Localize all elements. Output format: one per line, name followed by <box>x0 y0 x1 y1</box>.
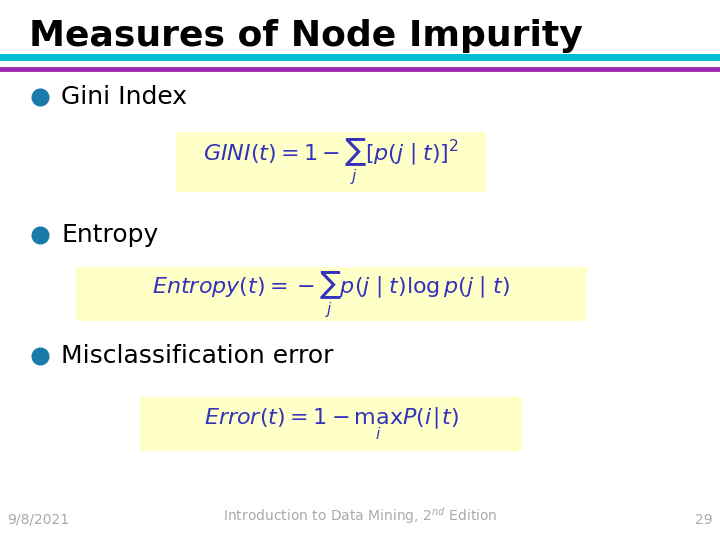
Text: $GINI(t) = 1 - \sum_j [p(j \mid t)]^2$: $GINI(t) = 1 - \sum_j [p(j \mid t)]^2$ <box>203 137 459 187</box>
FancyBboxPatch shape <box>176 132 486 192</box>
Text: Misclassification error: Misclassification error <box>61 345 333 368</box>
Text: Entropy: Entropy <box>61 223 158 247</box>
Text: Measures of Node Impurity: Measures of Node Impurity <box>29 19 582 53</box>
Text: 29: 29 <box>696 512 713 526</box>
Text: Gini Index: Gini Index <box>61 85 187 109</box>
Text: Introduction to Data Mining, 2$^{nd}$ Edition: Introduction to Data Mining, 2$^{nd}$ Ed… <box>222 505 498 526</box>
Text: $Entropy(t) = -\sum_j p(j \mid t) \log p(j \mid t)$: $Entropy(t) = -\sum_j p(j \mid t) \log p… <box>152 269 510 320</box>
FancyBboxPatch shape <box>140 397 522 451</box>
Text: 9/8/2021: 9/8/2021 <box>7 512 69 526</box>
Text: $Error(t) = 1 - \max_i P(i \mid t)$: $Error(t) = 1 - \max_i P(i \mid t)$ <box>204 406 459 442</box>
FancyBboxPatch shape <box>76 267 587 321</box>
